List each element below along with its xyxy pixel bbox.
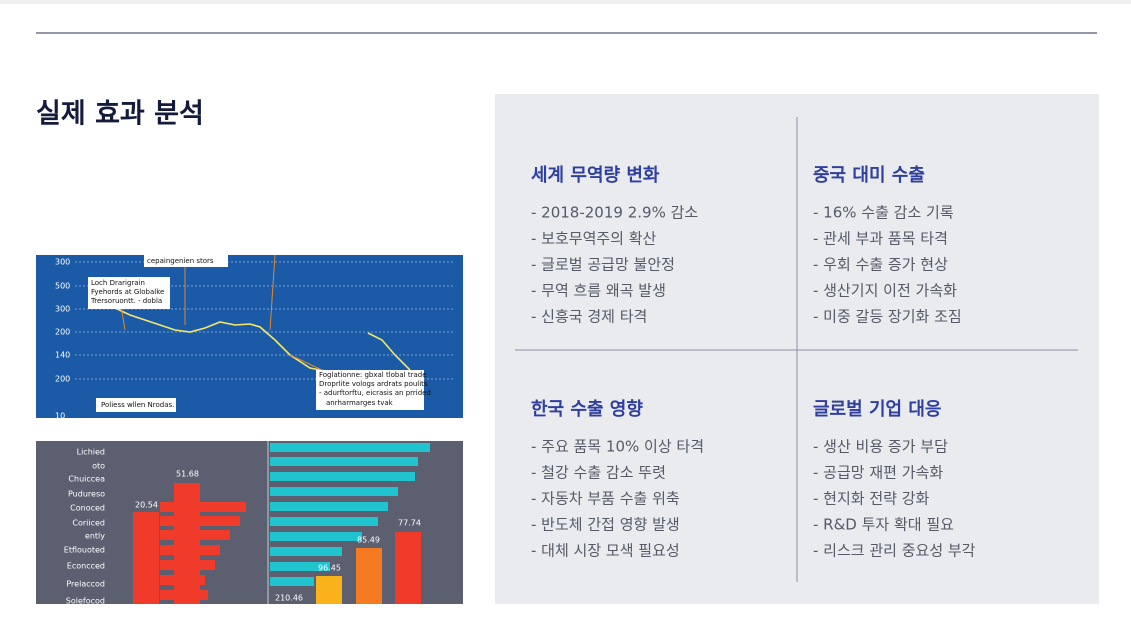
row-label: Pudureso: [68, 490, 105, 499]
figure-note: Fyehords at Globalke: [91, 288, 164, 296]
bullet-item: - R&D 투자 확대 필요: [813, 516, 954, 534]
axis-label: 200: [55, 375, 70, 384]
value-label: 20.54: [135, 501, 158, 510]
value-label: 51.68: [176, 470, 199, 479]
figure-note: Droprlite vologs ardrats poulits: [319, 380, 428, 388]
bullet-item: - 보호무역주의 확산: [531, 230, 657, 248]
figure-2: Lichied oto Chuiccea Pudureso Conoced Coriice…: [36, 441, 463, 606]
bullet-item: - 우회 수출 증가 현상: [813, 256, 948, 274]
bullet-item: - 미중 갈등 장기화 조짐: [813, 308, 962, 326]
row-label: Coriiced: [72, 519, 105, 528]
bullet-item: - 16% 수출 감소 기록: [813, 204, 954, 222]
bullet-item: - 대체 시장 모색 필요성: [531, 542, 680, 560]
figure-note: - adurftorftu, eicrasis an prrided: [319, 389, 431, 397]
row-label: Solefocod: [66, 597, 105, 606]
figure-note: cepaingenien stors: [147, 257, 214, 265]
value-label: 210.46: [275, 594, 303, 603]
bullet-item: - 관세 부과 품목 타격: [813, 230, 948, 248]
value-label: 77.74: [398, 519, 421, 528]
axis-label: 300: [55, 305, 70, 314]
row-label: ently: [85, 532, 105, 541]
top-bar: [0, 0, 1131, 4]
figure-note: anrharmarges tvak: [326, 399, 394, 407]
figure-note: Foglationne: gbxal tlobal trade: [319, 371, 427, 379]
bullet-item: - 무역 흐름 왜곡 발생: [531, 282, 666, 300]
bullet-item: - 2018-2019 2.9% 감소: [531, 204, 698, 222]
value-label: 85.49: [357, 536, 380, 545]
row-label: Etflouoted: [64, 546, 105, 555]
title: 실제 효과 분석: [36, 99, 204, 130]
figure-1: 300 500 300 200 140 200 10 cepaingenien stors Lo…: [36, 254, 463, 421]
quadrant-heading: 세계 무역량 변화: [531, 165, 660, 186]
axis-label: 200: [55, 328, 70, 337]
quadrant-heading: 중국 대미 수출: [813, 165, 925, 186]
axis-label: 10: [55, 412, 65, 421]
quadrant-heading: 글로벌 기업 대응: [813, 399, 941, 420]
figure-note: Trersoruontt. - dobla: [90, 297, 162, 305]
row-label: Lichied: [77, 448, 105, 457]
value-label: 96.45: [318, 564, 341, 573]
bullet-item: - 신흥국 경제 타격: [531, 308, 647, 326]
row-label: Econcced: [67, 562, 105, 571]
bullet-item: - 생산기지 이전 가속화: [813, 282, 957, 300]
axis-label: 140: [55, 351, 70, 360]
bullet-item: - 글로벌 공급망 불안정: [531, 256, 675, 274]
figure-bg: [36, 441, 463, 604]
row-label: Conoced: [70, 504, 105, 513]
figure-note: Poliess wllen Nrodas.: [101, 401, 174, 409]
bullet-item: - 주요 품목 10% 이상 타격: [531, 438, 704, 456]
axis-label: 300: [55, 258, 70, 267]
axis-label: 500: [55, 282, 70, 291]
row-label: oto: [92, 462, 105, 471]
bullet-item: - 리스크 관리 중요성 부각: [813, 542, 976, 560]
bullet-item: - 자동차 부품 수출 위축: [531, 490, 680, 508]
bullet-item: - 공급망 재편 가속화: [813, 464, 943, 482]
bullet-item: - 철강 수출 감소 뚜렷: [531, 464, 666, 482]
figure-note: Loch Drarigrain: [91, 279, 145, 287]
quadrant-heading: 한국 수출 영향: [531, 399, 643, 420]
bullet-item: - 생산 비용 증가 부담: [813, 438, 948, 456]
row-label: Prelaccod: [66, 580, 105, 589]
bullet-item: - 반도체 간접 영향 발생: [531, 516, 680, 534]
bullet-item: - 현지화 전략 강화: [813, 490, 930, 508]
row-label: Chuiccea: [68, 475, 105, 484]
